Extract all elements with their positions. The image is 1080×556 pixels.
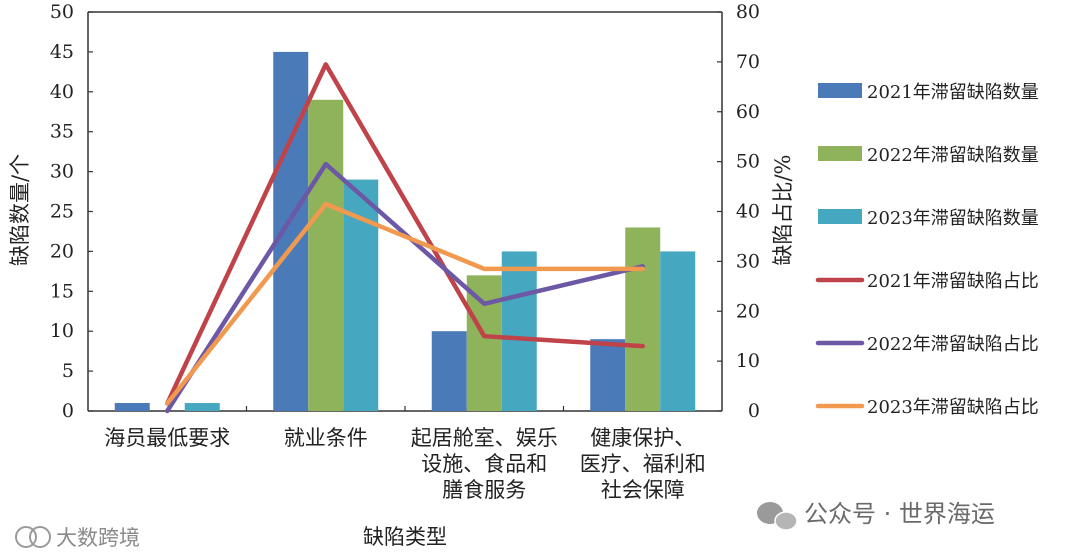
y-tick-label: 25: [50, 201, 74, 223]
legend-swatch: [818, 146, 862, 161]
watermark-left: 大数跨境: [15, 526, 140, 550]
watermark-left-text: 大数跨境: [56, 526, 140, 550]
y2-tick-label: 0: [748, 400, 760, 422]
line-series-3: [165, 201, 645, 406]
watermark-right-text: 公众号 · 世界海运: [804, 500, 995, 528]
y-tick-label: 0: [62, 400, 74, 422]
category-label: 起居舱室、娱乐: [411, 426, 558, 450]
y2-tick-label: 70: [736, 51, 760, 73]
legend-label: 2021年滞留缺陷占比: [867, 271, 1039, 292]
y-axis-title: 缺陷数量/个: [8, 154, 32, 266]
legend-label: 2022年滞留缺陷占比: [867, 334, 1039, 355]
watermark-logo-icon: [15, 526, 37, 548]
bar-1-4: [590, 339, 626, 411]
bar-2-4: [625, 227, 661, 411]
chart-bars: [114, 51, 696, 412]
line-series-1: [165, 62, 645, 406]
category-label: 社会保障: [601, 478, 685, 502]
y-tick-label: 45: [50, 41, 74, 63]
legend-label: 2021年滞留缺陷数量: [867, 82, 1039, 103]
y2-tick-label: 20: [736, 300, 760, 322]
y-tick-label: 30: [50, 161, 74, 183]
legend-label: 2023年滞留缺陷数量: [867, 208, 1039, 229]
category-label: 医疗、福利和: [580, 452, 706, 476]
y2-tick-label: 10: [736, 350, 760, 372]
legend-swatch: [818, 83, 862, 98]
bar-2-3: [466, 275, 502, 411]
y2-tick-label: 80: [736, 1, 760, 23]
y2-tick-label: 30: [736, 250, 760, 272]
legend-label: 2022年滞留缺陷数量: [867, 145, 1039, 166]
chart-legend: 2021年滞留缺陷数量 2022年滞留缺陷数量 2023年滞留缺陷数量 2021年滞留…: [815, 82, 1039, 418]
category-label: 设施、食品和: [421, 452, 547, 476]
y-tick-label: 20: [50, 240, 74, 262]
bar-1-3: [431, 331, 467, 411]
y-tick-label: 50: [50, 1, 74, 23]
watermark-right: 公众号 · 世界海运: [757, 500, 995, 531]
chart-axes: 0 5 10 15 20 25 30 35 40 45 50 0 10 20 30 40 50 60 70 80: [50, 1, 760, 422]
legend-label: 2023年滞留缺陷占比: [867, 397, 1039, 418]
category-label: 海员最低要求: [104, 426, 230, 450]
y-tick-label: 15: [50, 280, 74, 302]
line-series-2: [165, 161, 645, 414]
bar-3-4: [660, 251, 696, 411]
y-tick-label: 35: [50, 121, 74, 143]
bar-2-2: [308, 99, 344, 411]
y-tick-label: 40: [50, 81, 74, 103]
category-label: 膳食服务: [442, 478, 526, 502]
y2-tick-label: 60: [736, 101, 760, 123]
wechat-icon-bubble: [774, 511, 798, 531]
y2-tick-label: 40: [736, 201, 760, 223]
y2-tick-label: 50: [736, 151, 760, 173]
watermark-logo-icon-2: [29, 526, 51, 548]
chart-lines: [165, 62, 645, 414]
y2-axis-title: 缺陷占比/%: [771, 154, 795, 265]
legend-swatch: [818, 209, 862, 224]
category-label: 健康保护、: [590, 426, 695, 450]
x-axis-title: 缺陷类型: [363, 525, 447, 549]
bar-1-1: [114, 403, 150, 411]
y-tick-label: 5: [62, 360, 74, 382]
category-label: 就业条件: [284, 426, 368, 450]
bar-3-1: [184, 403, 220, 411]
bar-3-3: [501, 251, 537, 411]
y-tick-label: 10: [50, 320, 74, 342]
